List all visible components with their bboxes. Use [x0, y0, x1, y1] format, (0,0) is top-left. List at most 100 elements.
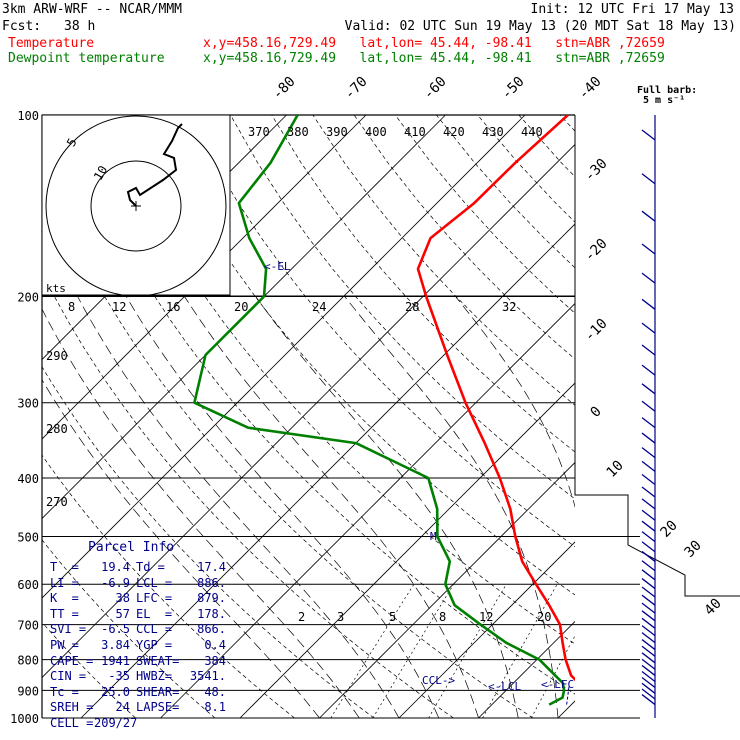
wind-barb: [641, 129, 656, 141]
theta-label-370: 370: [248, 125, 270, 139]
isotherm: [398, 541, 575, 718]
wind-barb: [641, 610, 656, 622]
wind-barb: [641, 486, 656, 498]
moist-adiabat: [255, 296, 519, 718]
mixing-ratio-label-5: 5: [389, 610, 396, 624]
plot-frame-right: [574, 115, 740, 597]
barb-legend-title: Full barb:: [637, 85, 697, 96]
init-time: Init: 12 UTC Fri 17 May 13: [530, 2, 735, 17]
parcel-label: CELL =: [50, 716, 94, 730]
dewpoint-location: x,y=458.16,729.49 lat,lon= 45.44, -98.41…: [203, 51, 665, 66]
parcel-value-2: 3541.: [189, 669, 226, 684]
dry-adiabat: [42, 539, 216, 718]
barb-legend-unit: 5 m s⁻¹: [643, 95, 685, 106]
parcel-value: 209/27: [94, 716, 138, 730]
parcel-label: SREH =: [50, 700, 94, 715]
wind-barb: [641, 602, 656, 614]
isotherm-label-30: 30: [682, 538, 705, 561]
wind-barb: [641, 272, 656, 284]
parcel-label: Tc =: [50, 684, 79, 699]
pressure-label-800: 800: [17, 654, 39, 668]
pressure-label-300: 300: [17, 397, 39, 411]
theta-label-420: 420: [443, 125, 465, 139]
isotherm: [160, 302, 575, 718]
speed-label-24: 24: [312, 300, 326, 314]
dry-adiabat: [42, 454, 295, 718]
wind-barb: [641, 417, 656, 429]
hodograph-ring-1: [90, 160, 182, 252]
parcel-info-row: CELL = 209/27: [50, 716, 230, 731]
lfc-label: <-LFC: [541, 678, 574, 691]
parcel-value-2: 178.: [197, 606, 226, 621]
theta-label-280: 280: [46, 422, 68, 436]
pressure-label-600: 600: [17, 578, 39, 592]
wind-barb: [641, 173, 656, 185]
wind-barb: [641, 243, 656, 255]
isotherm-label--20: -20: [582, 236, 611, 265]
model-title: 3km ARW-WRF -- NCAR/MMM: [2, 2, 183, 17]
pressure-label-400: 400: [17, 472, 39, 486]
moist-adiabat: [677, 297, 706, 719]
parcel-info-row: SVI = -6.5 CCL = 866.: [50, 622, 230, 637]
wind-barb: [641, 578, 656, 590]
wind-barb: [641, 460, 656, 472]
parcel-info-row: SREH = 24 LAPSE= 8.1: [50, 700, 230, 715]
wind-barb: [641, 364, 656, 376]
parcel-info-row: K = 38 LFC = 879.: [50, 591, 230, 606]
parcel-label: PW =: [50, 638, 79, 652]
isotherm: [42, 115, 446, 520]
wind-barb: [641, 569, 656, 581]
parcel-label-2: SHEAR=: [136, 684, 180, 699]
speed-label-8: 8: [68, 300, 75, 314]
parcel-label-2: SWEAT=: [136, 653, 180, 668]
dewpoint-curve: [193, 115, 566, 706]
mixing-ratio-label-3: 3: [337, 610, 344, 624]
moist-adiabat: [184, 296, 479, 718]
theta-label-400: 400: [365, 125, 387, 139]
wind-barb: [641, 322, 656, 334]
wind-barb: [641, 400, 656, 412]
ccl-label: CCL->: [422, 674, 455, 687]
dry-adiabat: [147, 115, 575, 596]
mixing-ratio-label-20: 20: [537, 610, 551, 624]
wind-barb: [641, 682, 656, 694]
parcel-label-2: LAPSE=: [136, 700, 180, 715]
melting-level-label: M: [430, 530, 437, 543]
valid-time: Valid: 02 UTC Sun 19 May 13 (20 MDT Sat …: [344, 19, 736, 34]
wind-barb: [641, 298, 656, 310]
dewpoint-legend: Dewpoint temperature: [8, 51, 165, 66]
isotherm-label-40: 40: [702, 596, 725, 619]
dry-adiabat: [312, 115, 575, 406]
dry-adiabat: [477, 115, 575, 223]
wind-barb: [641, 664, 656, 676]
theta-label-430: 430: [482, 125, 504, 139]
parcel-value: -35: [108, 669, 130, 684]
moist-adiabat: [42, 379, 320, 718]
parcel-value: -6.5: [101, 622, 130, 637]
parcel-label: CAPE =: [50, 653, 94, 668]
wind-barb: [641, 473, 656, 486]
parcel-label-2: Td =: [136, 560, 165, 574]
pressure-label-100: 100: [17, 109, 39, 123]
dry-adiabat: [353, 115, 575, 360]
dry-adiabat: [230, 115, 575, 500]
forecast-label: Fcst:: [2, 19, 42, 34]
parcel-info-title: Parcel Info: [88, 540, 175, 555]
wind-barb: [641, 498, 656, 510]
dry-adiabat: [642, 115, 740, 718]
parcel-value: 38: [115, 591, 130, 606]
wind-barb: [641, 531, 656, 543]
dry-adiabat: [271, 115, 575, 453]
speed-label-32: 32: [502, 300, 516, 314]
parcel-label-2: EL =: [136, 606, 173, 621]
temperature-curve: [416, 115, 575, 682]
parcel-value-2: 17.4: [197, 560, 226, 574]
parcel-value: -6.9: [101, 575, 130, 590]
isotherm-label--60: -60: [421, 74, 450, 103]
parcel-value-2: 0.4: [204, 638, 226, 652]
parcel-info-row: LI = -6.9 LCL = 886.: [50, 576, 230, 591]
isotherm-label--40: -40: [576, 74, 605, 103]
wind-barb: [641, 447, 656, 459]
parcel-value-2: 866.: [197, 622, 226, 637]
parcel-label-2: YGP =: [136, 638, 173, 652]
